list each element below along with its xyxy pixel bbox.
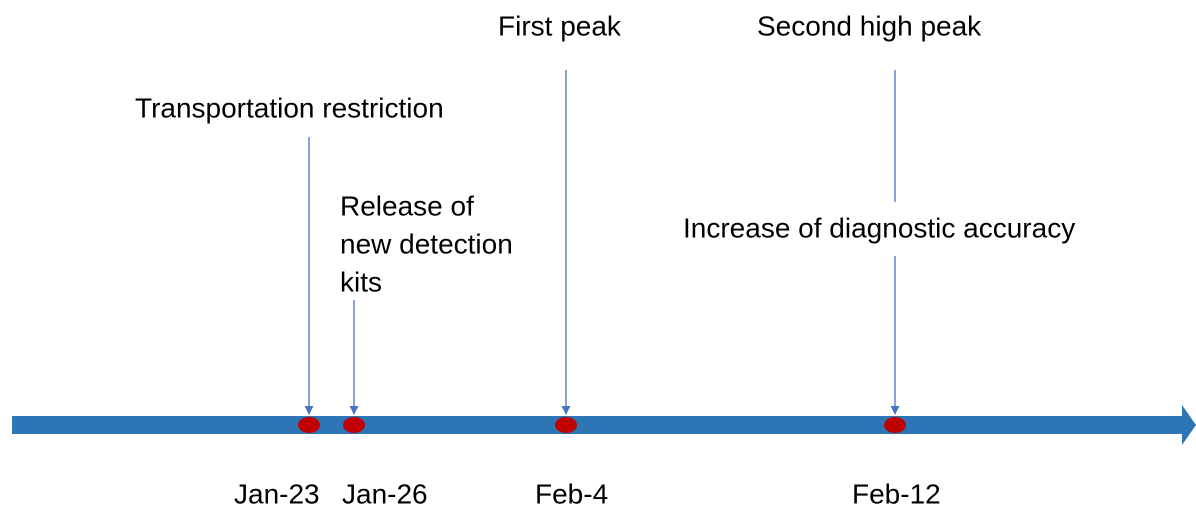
event-label: First peak (498, 10, 622, 41)
event-label: new detection (340, 228, 513, 259)
event-dot (555, 417, 577, 433)
event-label: Second high peak (757, 10, 982, 41)
event-label: Increase of diagnostic accuracy (683, 212, 1075, 243)
event-label: Release of (340, 190, 474, 221)
date-label: Jan-26 (342, 478, 428, 506)
timeline-arrow (12, 405, 1196, 445)
event-dot (343, 417, 365, 433)
date-label: Jan-23 (234, 478, 320, 506)
event-dot (298, 417, 320, 433)
event-label: Transportation restriction (135, 92, 444, 123)
date-label: Feb-4 (535, 478, 608, 506)
date-label: Feb-12 (852, 478, 941, 506)
event-dot (884, 417, 906, 433)
event-label: kits (340, 266, 382, 297)
